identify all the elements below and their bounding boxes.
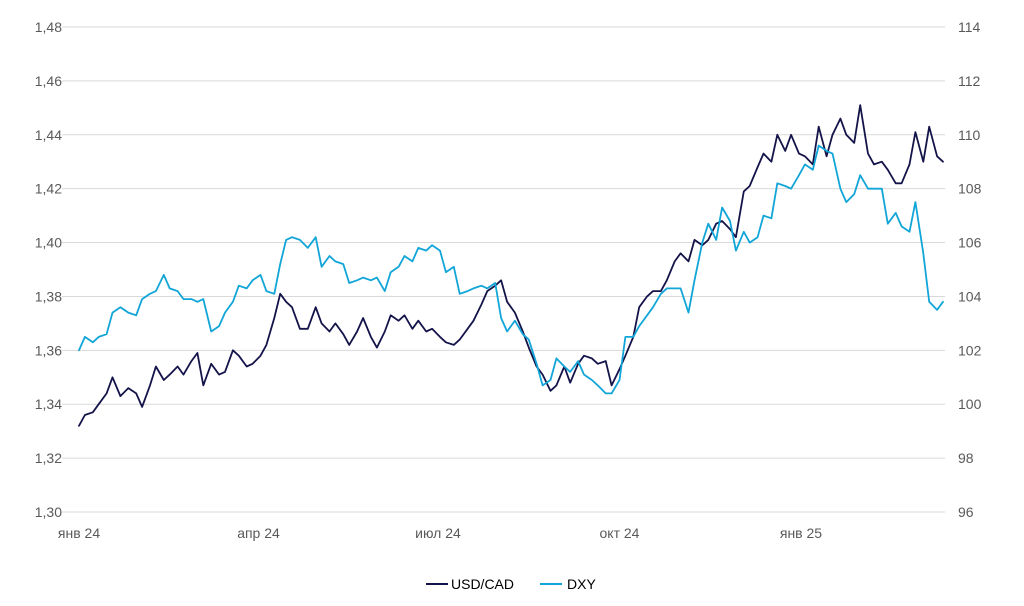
legend: USD/CAD DXY — [426, 576, 596, 592]
y-left-tick-label: 1,36 — [35, 342, 62, 358]
y-left-tick-label: 1,48 — [35, 19, 62, 35]
y-left-tick-label: 1,38 — [35, 288, 62, 304]
y-left-tick-label: 1,40 — [35, 235, 62, 251]
y-right-tick-label: 106 — [958, 235, 982, 251]
y-left-tick-label: 1,34 — [35, 396, 62, 412]
series-line-dxy — [78, 144, 944, 395]
y-right-tick-label: 104 — [958, 288, 982, 304]
y-right-tick-label: 114 — [958, 19, 981, 35]
y-left-tick-label: 1,30 — [35, 504, 62, 520]
y-right-tick-label: 98 — [958, 450, 974, 466]
legend-label: DXY — [567, 576, 596, 592]
x-axis: янв 24 апр 24 июл 24 окт 24 янв 25 — [58, 525, 822, 541]
y-right-tick-label: 108 — [958, 181, 982, 197]
y-right-tick-label: 102 — [958, 342, 982, 358]
right-y-axis: 96 98 100 102 104 106 108 110 112 114 — [958, 19, 982, 520]
y-right-tick-label: 112 — [958, 73, 981, 89]
x-tick-label: окт 24 — [600, 525, 640, 541]
x-tick-label: янв 24 — [58, 525, 100, 541]
series-lines — [78, 104, 944, 427]
left-y-axis: 1,30 1,32 1,34 1,36 1,38 1,40 1,42 1,44 1,46 1,48 — [35, 19, 62, 520]
y-right-tick-label: 100 — [958, 396, 982, 412]
y-left-tick-label: 1,42 — [35, 181, 62, 197]
y-left-tick-label: 1,32 — [35, 450, 62, 466]
x-tick-label: янв 25 — [780, 525, 822, 541]
x-tick-label: июл 24 — [415, 525, 461, 541]
y-right-tick-label: 110 — [958, 127, 981, 143]
y-right-tick-label: 96 — [958, 504, 974, 520]
legend-label: USD/CAD — [451, 576, 514, 592]
series-line-usd-cad — [78, 104, 944, 427]
y-left-tick-label: 1,44 — [35, 127, 62, 143]
y-left-tick-label: 1,46 — [35, 73, 62, 89]
x-tick-label: апр 24 — [237, 525, 280, 541]
gridlines — [62, 26, 945, 513]
